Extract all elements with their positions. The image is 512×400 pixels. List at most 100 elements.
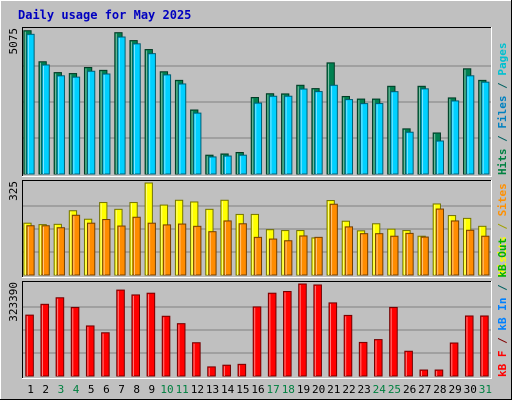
bar-sites-day-13 <box>208 231 217 276</box>
chart-title: Daily usage for May 2025 <box>18 8 191 22</box>
bar-files-day-2 <box>41 64 50 175</box>
bar-sites-day-6 <box>102 219 111 276</box>
bar-files-day-19 <box>299 88 308 175</box>
bar-files-day-21 <box>329 84 338 175</box>
bar-files-day-14 <box>223 155 232 175</box>
x-tick-label: 25 <box>388 383 401 396</box>
y-max-label: 323390 <box>7 282 20 322</box>
bar-files-day-15 <box>238 154 247 175</box>
bar-files-day-28 <box>435 140 444 175</box>
bar-kb-f-day-4 <box>70 306 80 377</box>
bar-kb-f-day-24 <box>374 339 383 377</box>
x-tick-label: 21 <box>327 383 340 396</box>
x-tick-label: 9 <box>149 383 156 396</box>
bar-sites-day-26 <box>405 232 414 276</box>
bar-sites-day-17 <box>268 238 278 276</box>
bar-kb-f-day-6 <box>101 332 110 377</box>
bar-files-day-23 <box>359 103 369 175</box>
bar-sites-day-30 <box>466 229 475 276</box>
bar-files-day-11 <box>177 83 187 175</box>
bar-files-day-5 <box>86 70 96 175</box>
x-tick-label: 12 <box>191 383 204 396</box>
side-legend-item: / <box>496 216 509 236</box>
bar-kb-f-day-25 <box>389 306 398 377</box>
side-legend-item: / <box>496 76 509 96</box>
bar-files-day-26 <box>405 131 414 175</box>
bar-sites-day-24 <box>375 233 384 276</box>
x-tick-label: 24 <box>373 383 387 396</box>
bar-sites-day-25 <box>390 235 399 276</box>
x-tick-label: 7 <box>118 383 125 396</box>
x-tick-label: 27 <box>418 383 431 396</box>
bar-kb-f-day-7 <box>116 289 125 377</box>
bar-kb-f-day-16 <box>252 306 262 377</box>
x-tick-label: 31 <box>479 383 492 396</box>
x-tick-label: 22 <box>342 383 355 396</box>
bar-files-day-20 <box>314 91 323 175</box>
bar-kb-f-day-28 <box>434 369 444 377</box>
y-max-label: 325 <box>7 181 20 201</box>
side-legend-item: Hits <box>496 149 509 176</box>
panels-group: 5075 Hits / Files / Pages 325 Visits / Site… <box>7 27 509 379</box>
side-legend-item: Sites <box>496 183 509 216</box>
bar-files-day-25 <box>390 91 399 175</box>
bar-sites-day-3 <box>56 227 65 276</box>
side-legend-item: / <box>496 331 509 351</box>
panel-top: 5075 Hits / Files / Pages <box>7 27 509 177</box>
x-tick-label: 23 <box>358 383 371 396</box>
bar-files-day-6 <box>102 73 111 175</box>
x-tick-label: 26 <box>403 383 416 396</box>
bar-sites-day-31 <box>481 235 490 276</box>
bar-kb-f-day-27 <box>419 369 429 377</box>
bar-sites-day-14 <box>223 220 232 276</box>
bar-kb-f-day-20 <box>313 284 322 377</box>
x-tick-label: 30 <box>464 383 477 396</box>
x-tick-label: 17 <box>267 383 280 396</box>
bar-sites-day-12 <box>193 225 202 276</box>
bar-files-day-30 <box>466 75 475 175</box>
side-legend-item: / <box>496 278 509 298</box>
bar-files-day-4 <box>71 76 81 175</box>
x-tick-label: 13 <box>206 383 219 396</box>
side-legend-item: / <box>496 129 509 149</box>
bar-kb-f-day-19 <box>298 283 307 377</box>
bar-sites-day-29 <box>450 220 460 276</box>
y-max-label: 5075 <box>7 28 20 55</box>
side-legend-item: Files <box>496 96 509 129</box>
bar-sites-day-20 <box>314 236 323 276</box>
bar-kb-f-day-3 <box>55 297 65 377</box>
side-legend-item: Pages <box>496 43 509 76</box>
bar-sites-day-8 <box>132 216 141 276</box>
x-tick-label: 4 <box>73 383 80 396</box>
bar-files-day-18 <box>284 95 293 175</box>
bar-files-day-16 <box>253 102 263 175</box>
bar-files-day-10 <box>162 74 172 175</box>
bar-files-day-9 <box>147 53 156 175</box>
x-tick-label: 16 <box>251 383 264 396</box>
x-tick-label: 1 <box>27 383 34 396</box>
bar-sites-day-2 <box>41 225 50 276</box>
bar-kb-f-day-18 <box>283 291 292 377</box>
side-legend: Visits / Sites <box>496 183 509 276</box>
bar-kb-f-day-2 <box>40 303 50 377</box>
bar-files-day-7 <box>117 36 126 175</box>
bar-sites-day-23 <box>359 233 369 276</box>
bar-files-day-27 <box>420 88 429 175</box>
bar-files-day-24 <box>375 103 384 175</box>
bar-kb-f-day-21 <box>328 302 338 377</box>
panel-middle: 325 Visits / Sites <box>7 180 509 278</box>
bar-sites-day-1 <box>26 225 35 276</box>
x-tick-label: 29 <box>448 383 461 396</box>
bar-kb-f-day-10 <box>161 315 171 377</box>
bar-files-day-29 <box>450 100 460 175</box>
bar-sites-day-18 <box>284 240 293 276</box>
bar-kb-f-day-11 <box>176 323 186 377</box>
x-tick-label: 11 <box>176 383 189 396</box>
x-tick-label: 19 <box>297 383 310 396</box>
bar-kb-f-day-29 <box>449 342 459 377</box>
x-tick-label: 10 <box>160 383 173 396</box>
bar-files-day-13 <box>208 156 217 175</box>
x-tick-label: 20 <box>312 383 325 396</box>
bar-sites-day-10 <box>162 224 172 276</box>
bar-sites-day-16 <box>253 236 263 276</box>
